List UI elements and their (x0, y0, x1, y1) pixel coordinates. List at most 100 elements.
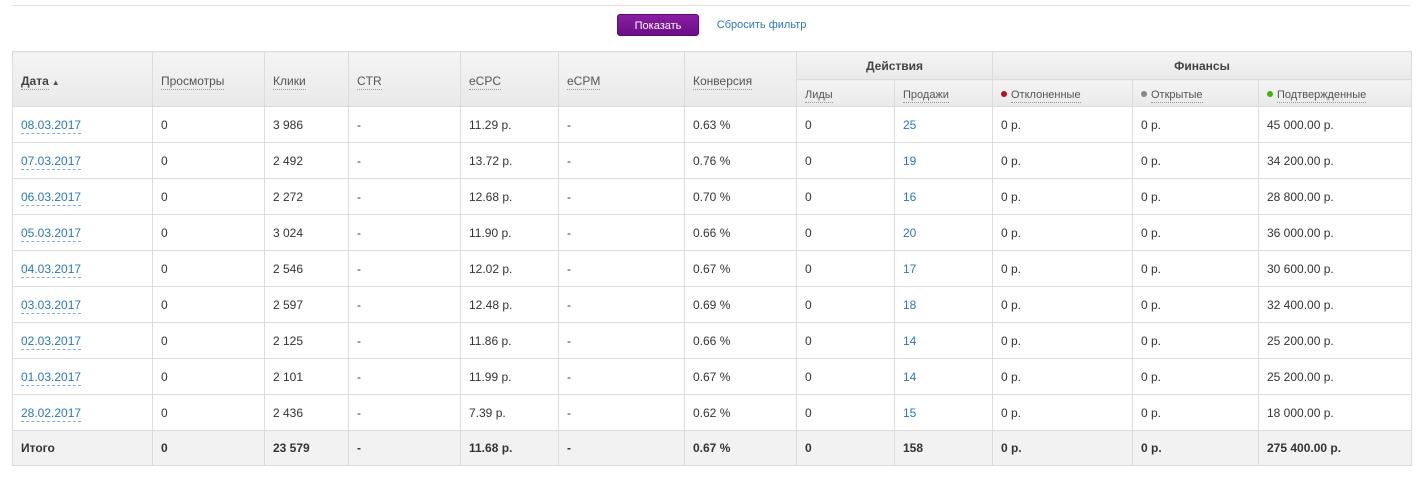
cell-conversion: 0.62 % (684, 394, 797, 431)
date-link[interactable]: 05.03.2017 (21, 225, 82, 242)
cell-sales: 25 (894, 106, 993, 143)
table-row: 02.03.2017 0 2 125-11.86 р. -0.66 % 0 14 0 р. 0… (12, 322, 1413, 359)
cell-open: 0 р. (1132, 106, 1259, 143)
sales-link[interactable]: 14 (903, 333, 917, 348)
group-header-actions: Действия (796, 51, 993, 80)
date-link[interactable]: 01.03.2017 (21, 369, 82, 386)
cell-ecpc: 12.68 р. (460, 178, 559, 215)
date-link[interactable]: 03.03.2017 (21, 297, 82, 314)
column-header-sales-label: Продажи (903, 89, 949, 103)
cell-rejected: 0 р. (992, 142, 1133, 179)
cell-ecpm: - (558, 106, 685, 143)
cell-confirmed: 25 200.00 р. (1257, 322, 1413, 359)
cell-open: 0 р. (1132, 250, 1259, 287)
cell-ecpc: 12.02 р. (460, 250, 559, 287)
cell-conversion: 0.76 % (684, 142, 797, 179)
cell-sales: 20 (894, 214, 993, 251)
cell-ctr: - (348, 250, 461, 287)
cell-views: 0 (152, 142, 265, 179)
cell-ecpm: - (558, 250, 685, 287)
cell-date: 05.03.2017 (12, 214, 153, 251)
column-header-views[interactable]: Просмотры (152, 51, 265, 107)
cell-sales: 14 (894, 322, 993, 359)
filter-bar: Показать Сбросить фильтр (0, 14, 1423, 36)
cell-date: 03.03.2017 (12, 286, 153, 323)
table-row: 06.03.2017 0 2 272-12.68 р. -0.70 % 0 16 0 р. 0… (12, 178, 1413, 215)
cell-sales: 17 (894, 250, 993, 287)
column-header-confirmed-label: Подтвержденные (1277, 89, 1367, 103)
cell-date: 02.03.2017 (12, 322, 153, 359)
cell-ecpc: 11.99 р. (460, 358, 559, 395)
open-status-dot-icon (1141, 91, 1147, 97)
total-ecpm: - (558, 430, 685, 466)
column-header-open[interactable]: Открытые (1132, 79, 1259, 107)
sales-link[interactable]: 19 (903, 153, 917, 168)
cell-ecpm: - (558, 178, 685, 215)
cell-conversion: 0.70 % (684, 178, 797, 215)
cell-leads: 0 (796, 142, 895, 179)
cell-conversion: 0.66 % (684, 214, 797, 251)
column-header-conversion[interactable]: Конверсия (684, 51, 797, 107)
column-header-sales[interactable]: Продажи (894, 79, 993, 107)
date-link[interactable]: 04.03.2017 (21, 261, 82, 278)
column-header-leads[interactable]: Лиды (796, 79, 895, 107)
date-link[interactable]: 02.03.2017 (21, 333, 82, 350)
cell-ecpm: - (558, 358, 685, 395)
show-button[interactable]: Показать (616, 14, 700, 36)
cell-ecpc: 13.72 р. (460, 142, 559, 179)
column-header-ctr[interactable]: CTR (348, 51, 461, 107)
cell-ecpm: - (558, 214, 685, 251)
sales-link[interactable]: 18 (903, 297, 917, 312)
column-header-clicks[interactable]: Клики (264, 51, 349, 107)
date-link[interactable]: 28.02.2017 (21, 405, 82, 422)
table-row: 28.02.2017 0 2 436-7.39 р. -0.62 % 0 15 0 р. 0 … (12, 394, 1413, 431)
cell-sales: 15 (894, 394, 993, 431)
date-link[interactable]: 07.03.2017 (21, 153, 82, 170)
column-header-date[interactable]: Дата ▲ (12, 51, 153, 107)
sales-link[interactable]: 17 (903, 261, 917, 276)
cell-confirmed: 45 000.00 р. (1257, 106, 1413, 143)
cell-clicks: 2 272 (264, 178, 349, 215)
total-ecpc: 11.68 р. (460, 430, 559, 466)
total-rejected: 0 р. (992, 430, 1133, 466)
column-header-rejected[interactable]: Отклоненные (992, 79, 1133, 107)
reset-filter-link[interactable]: Сбросить фильтр (716, 19, 807, 31)
sales-link[interactable]: 25 (903, 117, 917, 132)
column-header-views-label: Просмотры (161, 74, 225, 90)
cell-ctr: - (348, 106, 461, 143)
column-header-rejected-label: Отклоненные (1011, 89, 1081, 103)
sort-ascending-icon: ▲ (51, 78, 60, 87)
cell-clicks: 2 492 (264, 142, 349, 179)
sales-link[interactable]: 16 (903, 189, 917, 204)
column-header-ecpm[interactable]: eCPM (558, 51, 685, 107)
sales-link[interactable]: 15 (903, 405, 917, 420)
cell-leads: 0 (796, 394, 895, 431)
cell-date: 07.03.2017 (12, 142, 153, 179)
column-header-date-label: Дата (21, 74, 49, 90)
column-header-confirmed[interactable]: Подтвержденные (1257, 79, 1413, 107)
cell-open: 0 р. (1132, 358, 1259, 395)
top-divider (12, 5, 1410, 6)
cell-confirmed: 25 200.00 р. (1257, 358, 1413, 395)
cell-date: 28.02.2017 (12, 394, 153, 431)
cell-ctr: - (348, 286, 461, 323)
column-header-ecpc[interactable]: eCPC (460, 51, 559, 107)
cell-ecpm: - (558, 142, 685, 179)
cell-clicks: 2 101 (264, 358, 349, 395)
cell-rejected: 0 р. (992, 358, 1133, 395)
cell-date: 08.03.2017 (12, 106, 153, 143)
cell-conversion: 0.69 % (684, 286, 797, 323)
cell-clicks: 2 546 (264, 250, 349, 287)
date-link[interactable]: 08.03.2017 (21, 117, 82, 134)
cell-ctr: - (348, 214, 461, 251)
cell-confirmed: 18 000.00 р. (1257, 394, 1413, 431)
cell-views: 0 (152, 322, 265, 359)
table-row: 04.03.2017 0 2 546-12.02 р. -0.67 % 0 17 0 р. 0… (12, 250, 1413, 287)
total-sales: 158 (894, 430, 993, 466)
cell-clicks: 3 024 (264, 214, 349, 251)
total-row: Итого 0 23 579 - 11.68 р. - 0.67 % 0 158… (12, 430, 1413, 466)
sales-link[interactable]: 14 (903, 369, 917, 384)
date-link[interactable]: 06.03.2017 (21, 189, 82, 206)
cell-date: 04.03.2017 (12, 250, 153, 287)
sales-link[interactable]: 20 (903, 225, 917, 240)
